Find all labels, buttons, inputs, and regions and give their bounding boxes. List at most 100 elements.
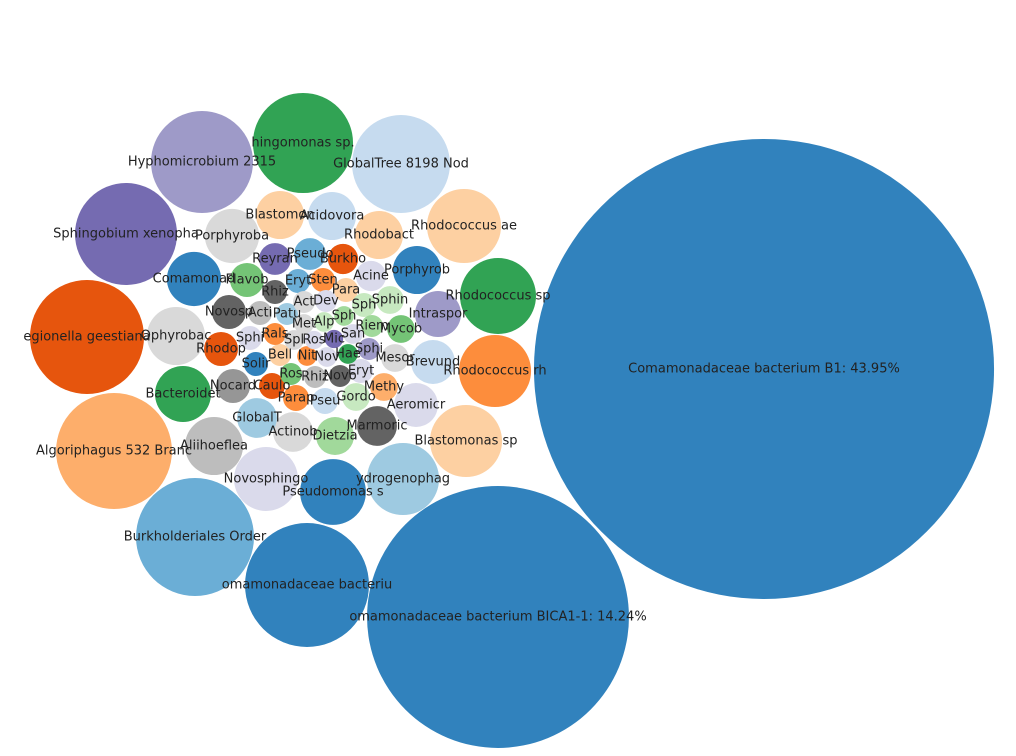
bubble [284, 330, 304, 350]
bubble-label: Nit [298, 349, 316, 364]
bubble [259, 373, 285, 399]
bubble [533, 138, 995, 600]
bubble-label: Solir [242, 357, 271, 372]
bubble-label: Brevund [406, 355, 460, 370]
bubble [300, 459, 366, 525]
bubble-label: Para [332, 283, 361, 298]
bubble [304, 366, 326, 388]
bubble-label: Comamonadaceae bacterium B1: 43.95% [628, 362, 900, 377]
bubble-label: Methy [364, 380, 405, 395]
bubble [285, 268, 311, 294]
bubble-label: Patu [273, 307, 302, 322]
bubble-label: Blastomon [245, 208, 314, 223]
bubble-label: Ophyrobac [141, 329, 212, 344]
bubble-label: Eryt [348, 364, 374, 379]
bubble-label: Reyran [252, 252, 298, 267]
bubble-label: Pseudo [287, 247, 334, 262]
bubble-label: Sphingobium xenopha [53, 227, 199, 242]
bubble [29, 279, 145, 395]
bubble-label: Marmoric [346, 419, 407, 434]
bubble [317, 347, 337, 367]
bubble [304, 330, 324, 350]
bubble [245, 523, 369, 647]
bubble [294, 238, 326, 270]
bubble [392, 245, 442, 295]
bubble [237, 325, 263, 351]
bubble [376, 286, 404, 314]
bubble-label: Actinob [269, 425, 318, 440]
bubble [355, 260, 387, 292]
bubble-label: Novo [323, 369, 356, 384]
bubble-label: Nocard [210, 379, 256, 394]
bubble [348, 358, 374, 384]
bubble-label: Rhodococcus rh [443, 364, 546, 379]
bubble [204, 208, 260, 264]
bubble [394, 383, 438, 427]
bubble [338, 344, 358, 364]
bubble-labels: Comamonadaceae bacterium B1: 43.95% omamo… [23, 136, 899, 625]
bubble [136, 478, 254, 596]
bubble-label: GlobalTree 8198 Nod [333, 157, 469, 172]
bubble [230, 263, 264, 297]
bubble [370, 373, 398, 401]
bubble [387, 315, 415, 343]
bubble-label: Intraspor [409, 307, 468, 322]
bubble-label: Acidovora [300, 209, 365, 224]
bubble-label: GlobalT [232, 411, 281, 426]
bubble [459, 257, 537, 335]
bubble [216, 369, 250, 403]
bubble [351, 292, 377, 318]
bubble-label: Pseudomonas s [282, 485, 384, 500]
bubble [264, 323, 286, 345]
bubble [146, 306, 206, 366]
bubble-label: Sph [332, 309, 357, 324]
bubble-label: Caulo [254, 379, 291, 394]
bubble-label: Aliihoeflea [180, 439, 248, 454]
bubble [273, 412, 313, 452]
bubble [294, 314, 314, 334]
bubble-label: Acine [353, 269, 389, 284]
bubble [381, 344, 409, 372]
bubble [426, 188, 502, 264]
bubble-label: Mesor [375, 351, 415, 366]
bubble [297, 346, 317, 366]
bubble-label: Sphi [355, 342, 383, 357]
bubble [280, 363, 302, 385]
bubble-label: Bacteroidet [145, 387, 220, 402]
bubble [366, 442, 440, 516]
bubble-label: omamonadaceae bacterium BICA1-1: 14.24% [349, 610, 646, 625]
bubble-label: Hyphomicrobium 2315 [128, 155, 276, 170]
bubble-label: Rhiz [301, 370, 329, 385]
bubble [252, 92, 354, 194]
bubble-label: Sphi [236, 331, 264, 346]
bubble-label: Acti [248, 306, 273, 321]
bubble-label: Met [292, 317, 316, 332]
bubble [315, 290, 337, 312]
bubble-label: hingomonas sp. [251, 136, 354, 151]
bubble-label: Eryt [285, 274, 311, 289]
bubble [166, 251, 222, 307]
bubble-label: Burkho [320, 252, 366, 267]
bubble [237, 398, 277, 438]
bubble-label: Blastomonas sp [414, 434, 517, 449]
bubble [75, 183, 177, 285]
bubble-label: Alp [314, 315, 335, 330]
bubble [315, 416, 355, 456]
bubble-label: Gordo [336, 390, 375, 405]
bubble [333, 277, 359, 303]
bubble-label: Riem [355, 319, 388, 334]
bubble [367, 486, 629, 748]
bubble-label: Ros [279, 367, 302, 382]
bubble-label: Dietzia [312, 429, 357, 444]
bubble [307, 191, 357, 241]
bubble-label: Mic [323, 332, 345, 347]
bubble-label: Rhodobact [344, 228, 414, 243]
bubble-label: ydrogenophag [356, 472, 450, 487]
bubble-label: Bell [268, 348, 292, 363]
bubble [234, 447, 298, 511]
bubble-label: Porphyroba [195, 229, 269, 244]
bubble [259, 243, 291, 275]
bubble [262, 279, 288, 305]
bubble [283, 385, 309, 411]
